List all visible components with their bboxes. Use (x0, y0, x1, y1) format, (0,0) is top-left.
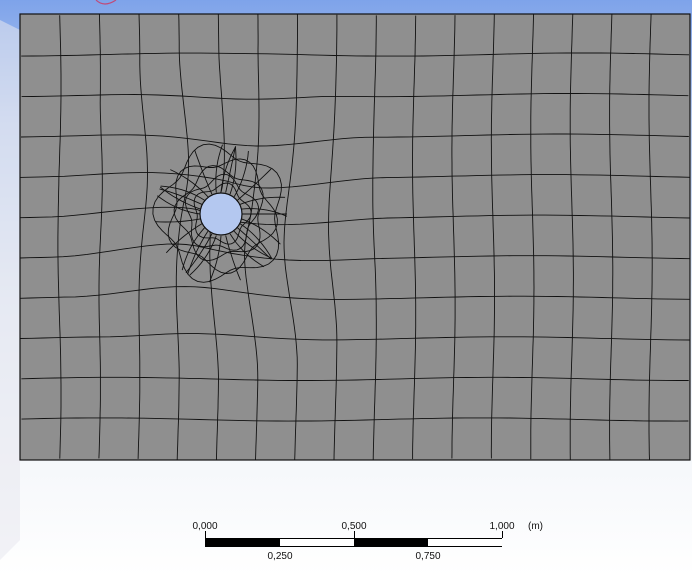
mesh-line-horizontal (19, 206, 691, 226)
mesh-spoke (194, 150, 213, 195)
mesh-spoke (233, 150, 249, 198)
mesh-spoke (229, 146, 237, 195)
mesh-spoke (241, 208, 288, 217)
mesh-line-vertical (412, 15, 417, 460)
mesh-spoke (181, 227, 205, 271)
mesh-line-vertical (648, 13, 653, 461)
mesh-spoke (239, 196, 286, 205)
axis-triad-icon (95, 0, 117, 5)
mesh-line-vertical (98, 14, 103, 459)
mesh-line-horizontal (21, 376, 689, 381)
mesh-line-horizontal (19, 286, 691, 300)
mesh-spoke (159, 186, 201, 210)
mesh-line-vertical (569, 13, 574, 461)
mesh-line-vertical (372, 15, 377, 461)
mesh-line-vertical (137, 13, 148, 459)
mesh-spoke (160, 185, 205, 201)
mesh-line-vertical (490, 14, 495, 459)
mesh-line-horizontal (21, 93, 689, 100)
mesh-line-vertical (609, 13, 614, 461)
mesh-line-vertical (328, 14, 338, 461)
mesh-spoke (185, 233, 213, 273)
mesh-line-vertical (451, 15, 456, 459)
mesh-spoke (208, 236, 222, 283)
mesh-ring (193, 182, 252, 245)
mesh-spoke (239, 223, 273, 259)
mesh-spoke (225, 235, 241, 281)
mesh-ring (185, 173, 259, 251)
mesh-line-horizontal (20, 133, 689, 147)
mesh-lines (19, 13, 691, 461)
mesh-spoke (189, 235, 217, 276)
mesh-spoke (241, 218, 281, 245)
mesh-spoke (220, 146, 237, 192)
mesh-spoke (233, 230, 272, 259)
mesh-ring (152, 143, 282, 283)
mesh-line-vertical (175, 13, 190, 460)
mesh-spoke (225, 146, 236, 193)
mesh-line-horizontal (21, 52, 690, 57)
mesh-spoke (165, 223, 203, 254)
mesh-line-horizontal (20, 333, 690, 341)
mesh-line-vertical (205, 13, 225, 461)
mesh-spoke (237, 168, 272, 201)
mesh-spoke (215, 144, 223, 193)
mesh-line-horizontal (19, 172, 691, 189)
circular-hole[interactable] (199, 192, 243, 236)
mesh-spoke (157, 195, 201, 215)
mesh-line-horizontal (21, 417, 689, 422)
mesh-spoke (187, 230, 209, 275)
watermark-band (0, 20, 20, 560)
mesh-line-vertical (57, 15, 62, 459)
mesh-spoke (159, 188, 203, 205)
mesh-line-vertical (283, 13, 298, 461)
mesh-spoke (155, 218, 201, 223)
mesh-spoke (237, 227, 272, 260)
mesh-spoke (229, 233, 265, 268)
mesh-ring (167, 158, 278, 274)
mesh-line-vertical (530, 13, 535, 460)
mesh-line-horizontal (19, 243, 691, 262)
domain-region[interactable] (19, 13, 691, 461)
mesh-spoke (170, 169, 209, 198)
